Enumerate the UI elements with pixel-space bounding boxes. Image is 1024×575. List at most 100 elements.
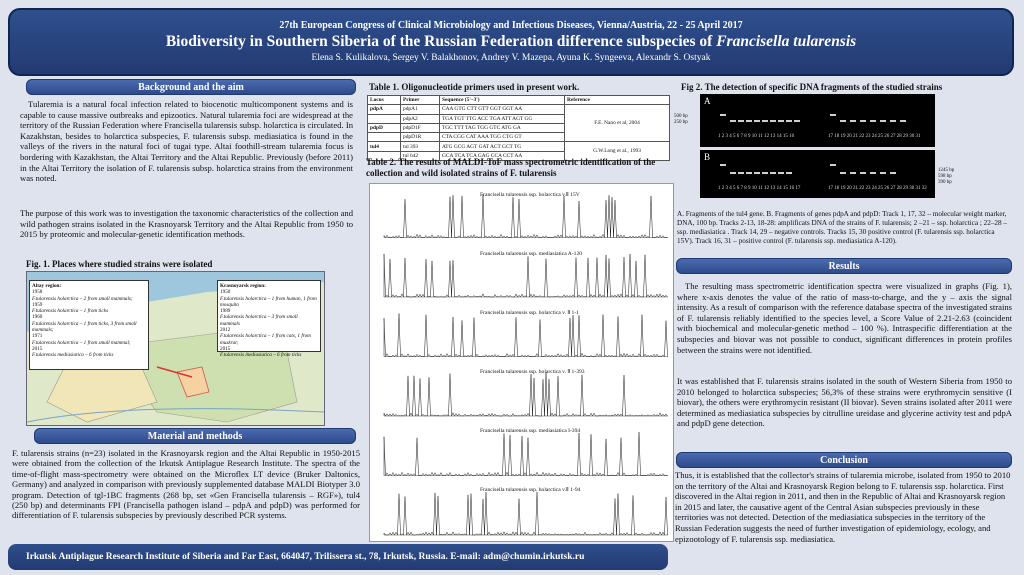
table-cell: TGA TGT TTG ACC TGA ATT AGT GG xyxy=(439,113,565,124)
fig2-legend: A. Fragments of the tul4 gene. B. Fragme… xyxy=(677,210,1008,245)
spectrum-title: Francisella tularensis ssp. holarctica v… xyxy=(480,310,580,316)
conclusion-heading: Conclusion xyxy=(676,452,1012,468)
krasnoyarsk-line: F.tularensis mediasiatica – 6 from ticks xyxy=(220,352,302,359)
gel-panel-a: A 1 2 3 4 5 6 7 8 9 10 11 12 13 14 15 16… xyxy=(700,94,935,147)
krasnoyarsk-line: 2015 xyxy=(220,345,231,352)
krasnoyarsk-title: Krasnoyarsk region: xyxy=(220,283,266,289)
altay-legend-box: Altay region: 1958 F.tularensis holarcti… xyxy=(29,280,149,370)
affiliation-footer: Irkutsk Antiplague Research Institute of… xyxy=(8,544,668,570)
krasnoyarsk-line: 2012 xyxy=(220,327,231,334)
marker-label: 390 bp xyxy=(938,180,952,185)
gel-b-lane-numbers-2: 17 18 19 20 21 22 23 24 25 26 27 28 29 3… xyxy=(828,186,927,191)
table-cell: tul4 xyxy=(367,141,401,152)
mass-spectra-figure: Francisella tularensis ssp. holarctica v… xyxy=(369,183,674,542)
altay-line: 1959 xyxy=(32,301,43,308)
altay-line: 1958 xyxy=(32,289,43,296)
table-cell: pdpD1F xyxy=(400,122,440,134)
table-header-row: Locus Primer Sequence (5'–3') Reference xyxy=(367,94,670,106)
table-cell: tul 393 xyxy=(400,141,440,152)
results-paragraph-1: The resulting mass spectrometric identif… xyxy=(677,281,1012,355)
altay-line: 1971 xyxy=(32,333,43,340)
spectrum-title: Francisella tularensis ssp. mediasiatica… xyxy=(480,428,581,434)
authors-line: Elena S. Kulikalova, Sergey V. Balakhono… xyxy=(311,53,711,63)
table-cell: pdpA1 xyxy=(400,104,440,115)
marker-label: 1245 bp xyxy=(938,168,955,173)
krasnoyarsk-line: F.tularensis holarctica – 1 from cats, 1… xyxy=(220,333,311,346)
map-figure: Altay region: 1958 F.tularensis holarcti… xyxy=(26,271,325,426)
spectrum-trace xyxy=(383,313,668,358)
table-cell xyxy=(367,132,401,143)
primers-table: Locus Primer Sequence (5'–3') Reference … xyxy=(367,94,670,162)
table-cell: F.E. Nano et al, 2004 xyxy=(564,104,670,143)
table-cell: GCA TCA TCA GAG CCA CCT AA xyxy=(439,150,565,162)
spectrum-title: Francisella tularensis ssp. holarctica v… xyxy=(480,369,585,375)
background-paragraph-2: The purpose of this work was to investig… xyxy=(20,208,353,240)
table-header-cell: Reference xyxy=(564,94,670,106)
poster-title: Biodiversity in Southern Siberia of the … xyxy=(10,33,1012,51)
krasnoyarsk-line: 1989 xyxy=(220,308,231,315)
table-cell xyxy=(367,113,401,124)
spectrum-trace xyxy=(383,491,668,536)
spectrum-title: Francisella tularensis ssp. holarctica v… xyxy=(480,192,580,198)
table-cell: CTA CGG CAT AAA TGG CTG GT xyxy=(439,132,565,143)
altay-line: 2015 xyxy=(32,345,43,352)
gel-a-bands xyxy=(720,114,906,122)
table-row: tul 642 GCA TCA TCA GAG CCA CCT AA xyxy=(367,150,670,162)
krasnoyarsk-line: F.tularensis holarctica – 3 from small m… xyxy=(220,314,298,327)
krasnoyarsk-line: F.tularensis holarctica – 1 from human, … xyxy=(220,295,317,308)
table-cell: TGC TTT TAG TGG GTC ATG GA xyxy=(439,122,565,134)
table2-caption: Table 2. The results of MALDI-ToF mass s… xyxy=(366,157,656,178)
conclusion-paragraph: Thus, it is established that the collect… xyxy=(675,470,1011,544)
mass-spectra-plot xyxy=(383,194,668,536)
poster-header: 27th European Congress of Clinical Micro… xyxy=(8,8,1014,76)
background-paragraph-1: Tularemia is a natural focal infection r… xyxy=(20,99,353,184)
panel-b-label: B xyxy=(704,152,711,162)
gel-panel-b: B 1 2 3 4 5 6 7 8 9 10 11 12 13 14 15 16… xyxy=(700,150,935,198)
altay-line: F.tularensis holarctica – 1 from small m… xyxy=(32,339,131,346)
results-heading: Results xyxy=(676,258,1012,274)
altay-line: F.tularensis holarctica – 1 from ticks xyxy=(32,308,108,315)
table1-caption: Table 1. Oligonucleotide primers used in… xyxy=(369,82,580,92)
table-cell: pdpA xyxy=(367,104,401,115)
spectrum-trace xyxy=(383,253,668,298)
altay-line: F.tularensis mediasiatica – 6 from ticks xyxy=(32,352,114,359)
table-cell: ATG GCG AGT GAT ACT GCT TG xyxy=(439,141,565,152)
table-header-cell: Sequence (5'–3') xyxy=(439,94,565,106)
altay-line: F.tularensis holarctica – 1 from ticks, … xyxy=(32,320,137,334)
table-header-cell: Primer xyxy=(400,94,440,106)
gel-b-bands xyxy=(720,164,896,174)
krasnoyarsk-legend-box: Krasnoyarsk region: 1950 F.tularensis ho… xyxy=(217,280,321,358)
panel-a-label: A xyxy=(704,96,711,106)
spectrum-title: Francisella tularensis ssp. holarctica v… xyxy=(480,487,581,493)
table-cell: pdpD xyxy=(367,122,401,134)
altay-line: F.tularensis holarctica – 2 from small m… xyxy=(32,295,133,302)
spectrum-trace xyxy=(383,372,668,417)
marker-label: 598 bp xyxy=(938,174,952,179)
table-cell: pdpD1R xyxy=(400,132,440,143)
conference-line: 27th European Congress of Clinical Micro… xyxy=(279,20,743,31)
marker-label: 250 bp xyxy=(674,120,688,125)
table-cell: G.W.Long et al., 1993 xyxy=(564,141,670,162)
spectrum-trace xyxy=(383,432,668,477)
background-heading: Background and the aim xyxy=(26,79,356,95)
fig2-caption: Fig 2. The detection of specific DNA fra… xyxy=(681,82,943,92)
gel-a-lane-numbers-2: 17 18 19 20 21 22 23 24 25 26 27 28 29 3… xyxy=(828,134,921,139)
table-row: pdpA pdpA1 CAA GTG CTT GTT GGT GGT AA F.… xyxy=(367,104,670,143)
spectrum-title: Francisella tularensis ssp. mediasiatica… xyxy=(480,251,583,257)
methods-heading: Material and methods xyxy=(34,428,356,444)
title-plain: Biodiversity in Southern Siberia of the … xyxy=(165,33,717,50)
altay-line: 1960 xyxy=(32,314,43,321)
results-paragraph-2: It was established that F. tularensis st… xyxy=(677,376,1012,429)
table-header-cell: Locus xyxy=(367,94,401,106)
table-row: pdpD pdpD1F TGC TTT TAG TGG GTC ATG GA xyxy=(367,122,670,134)
gel-a-lane-numbers: 1 2 3 4 5 6 7 8 9 10 11 12 13 14 15 16 xyxy=(718,134,795,139)
table-cell: CAA GTG CTT GTT GGT GGT AA xyxy=(439,104,565,115)
table-row: tul4 tul 393 ATG GCG AGT GAT ACT GCT TG … xyxy=(367,141,670,162)
methods-paragraph: F. tularensis strains (n=23) isolated in… xyxy=(12,448,360,521)
table-cell: pdpA2 xyxy=(400,113,440,124)
gel-a-markers: 500 bp 250 bp xyxy=(674,114,688,126)
gel-b-markers: 1245 bp 598 bp 390 bp xyxy=(938,168,954,186)
krasnoyarsk-line: 1950 xyxy=(220,289,231,296)
spectrum-trace xyxy=(383,194,668,239)
gel-b-lane-numbers: 1 2 3 4 5 6 7 8 9 10 11 12 13 14 15 16 1… xyxy=(718,186,801,191)
